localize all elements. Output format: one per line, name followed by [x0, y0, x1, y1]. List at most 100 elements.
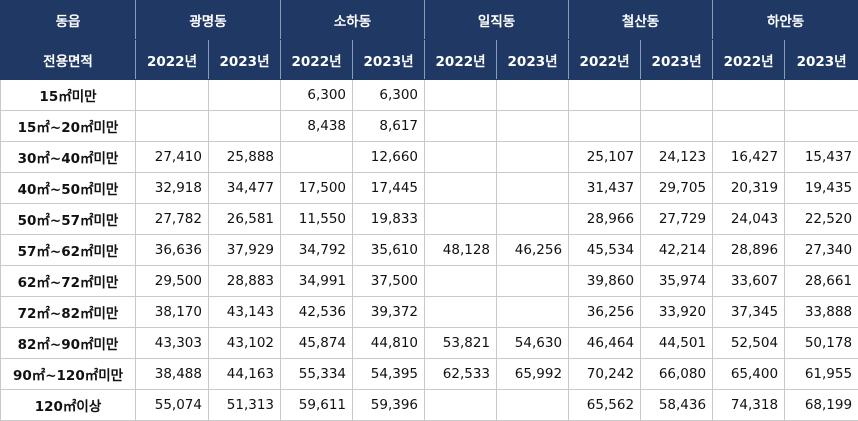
cell: 34,991: [280, 265, 354, 297]
row-label: 15㎡~20㎡미만: [0, 110, 136, 142]
cell: 54,630: [496, 327, 570, 359]
cell: 11,550: [280, 203, 354, 235]
table-body: 15㎡미만 6,300 6,300 15㎡~20㎡미만 8,438 8,617 30㎡~40…: [0, 79, 858, 421]
table-row: 50㎡~57㎡미만 27,782 26,581 11,550 19,833 28,966 2…: [0, 203, 858, 235]
year-header: 2023년: [496, 39, 570, 80]
cell: [496, 203, 570, 235]
cell: 52,504: [712, 327, 786, 359]
cell: 54,395: [352, 358, 426, 390]
cell: 46,464: [568, 327, 642, 359]
cell: 24,123: [640, 141, 714, 173]
cell: 8,617: [352, 110, 426, 142]
cell: [712, 79, 786, 111]
cell: 62,533: [424, 358, 498, 390]
cell: 39,372: [352, 296, 426, 328]
cell: 48,128: [424, 234, 498, 266]
cell: 44,810: [352, 327, 426, 359]
cell: 27,340: [784, 234, 858, 266]
year-header: 2022년: [424, 39, 498, 80]
cell: 28,896: [712, 234, 786, 266]
cell: 53,821: [424, 327, 498, 359]
cell: 28,883: [207, 265, 282, 297]
cell: [784, 110, 858, 142]
cell: 43,102: [207, 327, 282, 359]
table-row: 82㎡~90㎡미만 43,303 43,102 45,874 44,810 53,821 5…: [0, 327, 858, 359]
cell: [424, 110, 498, 142]
table-header: 동읍 광명동 소하동 일직동 철산동 하안동 전용면적 2022년 2023년 2022년 202…: [0, 0, 858, 80]
district-header: 철산동: [568, 0, 714, 40]
row-label: 57㎡~62㎡미만: [0, 234, 136, 266]
table-row: 15㎡미만 6,300 6,300: [0, 79, 858, 111]
cell: 29,500: [135, 265, 209, 297]
table-row: 120㎡이상 55,074 51,313 59,611 59,396 65,562 58,4…: [0, 389, 858, 421]
cell: 42,536: [280, 296, 354, 328]
cell: 70,242: [568, 358, 642, 390]
cell: 34,477: [207, 172, 282, 204]
table-row: 62㎡~72㎡미만 29,500 28,883 34,991 37,500 39,860 3…: [0, 265, 858, 297]
row-label: 40㎡~50㎡미만: [0, 172, 136, 204]
cell: 25,107: [568, 141, 642, 173]
cell: [712, 110, 786, 142]
cell: [424, 389, 498, 421]
cell: 35,974: [640, 265, 714, 297]
cell: 65,562: [568, 389, 642, 421]
cell: 43,303: [135, 327, 209, 359]
cell: 37,929: [207, 234, 282, 266]
year-header: 2023년: [784, 39, 858, 80]
cell: [424, 79, 498, 111]
cell: [496, 79, 570, 111]
cell: 43,143: [207, 296, 282, 328]
cell: [496, 141, 570, 173]
cell: 33,920: [640, 296, 714, 328]
year-header: 2023년: [207, 39, 282, 80]
cell: 44,163: [207, 358, 282, 390]
cell: 28,966: [568, 203, 642, 235]
cell: 27,410: [135, 141, 209, 173]
year-header: 2023년: [640, 39, 714, 80]
cell: 16,427: [712, 141, 786, 173]
cell: 74,318: [712, 389, 786, 421]
cell: 45,534: [568, 234, 642, 266]
cell: 37,345: [712, 296, 786, 328]
cell: 55,074: [135, 389, 209, 421]
cell: [424, 296, 498, 328]
cell: 38,488: [135, 358, 209, 390]
cell: 15,437: [784, 141, 858, 173]
cell: 42,214: [640, 234, 714, 266]
cell: 8,438: [280, 110, 354, 142]
row-label: 72㎡~82㎡미만: [0, 296, 136, 328]
cell: 28,661: [784, 265, 858, 297]
cell: 17,500: [280, 172, 354, 204]
cell: 27,782: [135, 203, 209, 235]
cell: 50,178: [784, 327, 858, 359]
row-label: 15㎡미만: [0, 79, 136, 111]
cell: 55,334: [280, 358, 354, 390]
cell: 58,436: [640, 389, 714, 421]
year-header: 2022년: [568, 39, 642, 80]
group-label: 동읍: [0, 0, 136, 40]
cell: 12,660: [352, 141, 426, 173]
cell: [424, 203, 498, 235]
cell: 66,080: [640, 358, 714, 390]
cell: 46,256: [496, 234, 570, 266]
cell: [135, 79, 209, 111]
cell: [784, 79, 858, 111]
cell: 24,043: [712, 203, 786, 235]
cell: 39,860: [568, 265, 642, 297]
cell: 20,319: [712, 172, 786, 204]
cell: [496, 172, 570, 204]
cell: [640, 110, 714, 142]
cell: [424, 172, 498, 204]
cell: [135, 110, 209, 142]
cell: 17,445: [352, 172, 426, 204]
table-row: 15㎡~20㎡미만 8,438 8,617: [0, 110, 858, 142]
district-header: 하안동: [712, 0, 858, 40]
cell: 37,500: [352, 265, 426, 297]
table-row: 72㎡~82㎡미만 38,170 43,143 42,536 39,372 36,256 3…: [0, 296, 858, 328]
row-label: 82㎡~90㎡미만: [0, 327, 136, 359]
cell: 36,636: [135, 234, 209, 266]
cell: 59,396: [352, 389, 426, 421]
cell: [496, 265, 570, 297]
cell: [207, 79, 282, 111]
